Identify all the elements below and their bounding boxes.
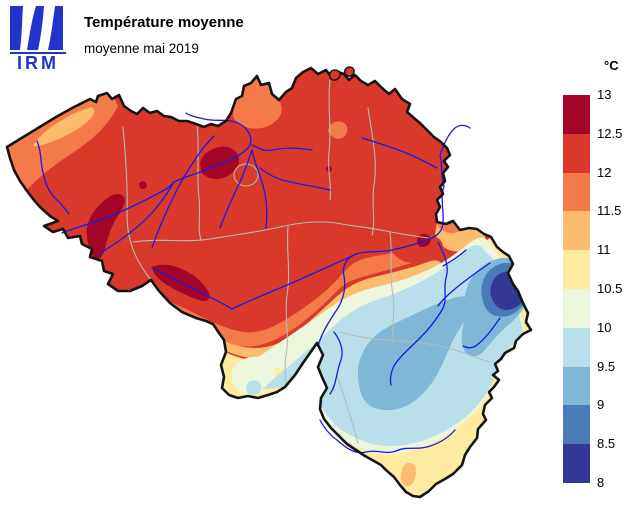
irm-logo-text: IRM bbox=[10, 52, 66, 72]
province-boundaries bbox=[122, 79, 491, 444]
legend-color-block bbox=[563, 250, 590, 289]
legend-tick: 11 bbox=[597, 242, 611, 258]
page-subtitle: moyenne mai 2019 bbox=[84, 41, 199, 56]
legend-tick: 13 bbox=[597, 87, 612, 102]
river-yser bbox=[36, 140, 70, 215]
legend-unit-label: °C bbox=[604, 58, 619, 73]
enclaves bbox=[328, 66, 355, 81]
legend-tick: 12 bbox=[597, 164, 612, 180]
river-sambre bbox=[231, 253, 357, 310]
legend-color-block bbox=[563, 327, 590, 367]
river-ambleve bbox=[437, 262, 491, 307]
legend-tick: 8 bbox=[597, 475, 605, 490]
river-demer bbox=[259, 167, 331, 191]
river-ourthe bbox=[389, 241, 448, 386]
legend-color-block bbox=[563, 172, 590, 212]
header: IRM Température moyenne moyenne mai 2019 bbox=[10, 6, 244, 72]
legend-color-block bbox=[563, 133, 590, 173]
river-semois bbox=[319, 419, 456, 454]
river-dijle bbox=[251, 149, 268, 229]
page-title: Température moyenne bbox=[84, 14, 244, 31]
river-leie bbox=[61, 181, 175, 234]
legend-tick: 9.5 bbox=[597, 358, 616, 374]
country-outline bbox=[5, 66, 533, 499]
legend-colorbar bbox=[563, 95, 590, 483]
irm-logo: IRM bbox=[10, 6, 66, 72]
legend-color-block bbox=[563, 366, 590, 406]
legend-tick: 8.5 bbox=[597, 436, 616, 452]
river-haine bbox=[151, 267, 233, 310]
legend-tick: 10 bbox=[597, 319, 612, 335]
legend-color-block bbox=[563, 405, 590, 445]
legend-tick: 10.5 bbox=[597, 281, 623, 296]
legend-color-block bbox=[563, 288, 590, 328]
legend-color-block bbox=[563, 95, 590, 134]
river-dender bbox=[151, 135, 215, 249]
legend-color-block bbox=[563, 211, 590, 251]
river-our bbox=[462, 317, 501, 349]
river-scheldt-lower bbox=[173, 112, 252, 183]
river-nete bbox=[251, 144, 313, 152]
legend-color-block bbox=[563, 444, 590, 483]
river-scheldt-upper bbox=[98, 181, 175, 255]
irm-logo-icon bbox=[10, 6, 63, 50]
river-lesse bbox=[329, 331, 343, 395]
river-senne bbox=[219, 149, 253, 229]
legend-tick: 12.5 bbox=[597, 125, 623, 141]
river-vesdre bbox=[442, 249, 467, 267]
canal-kempen bbox=[361, 137, 438, 169]
legend-tick: 9 bbox=[597, 397, 605, 413]
legend-tick: 11.5 bbox=[597, 203, 622, 219]
